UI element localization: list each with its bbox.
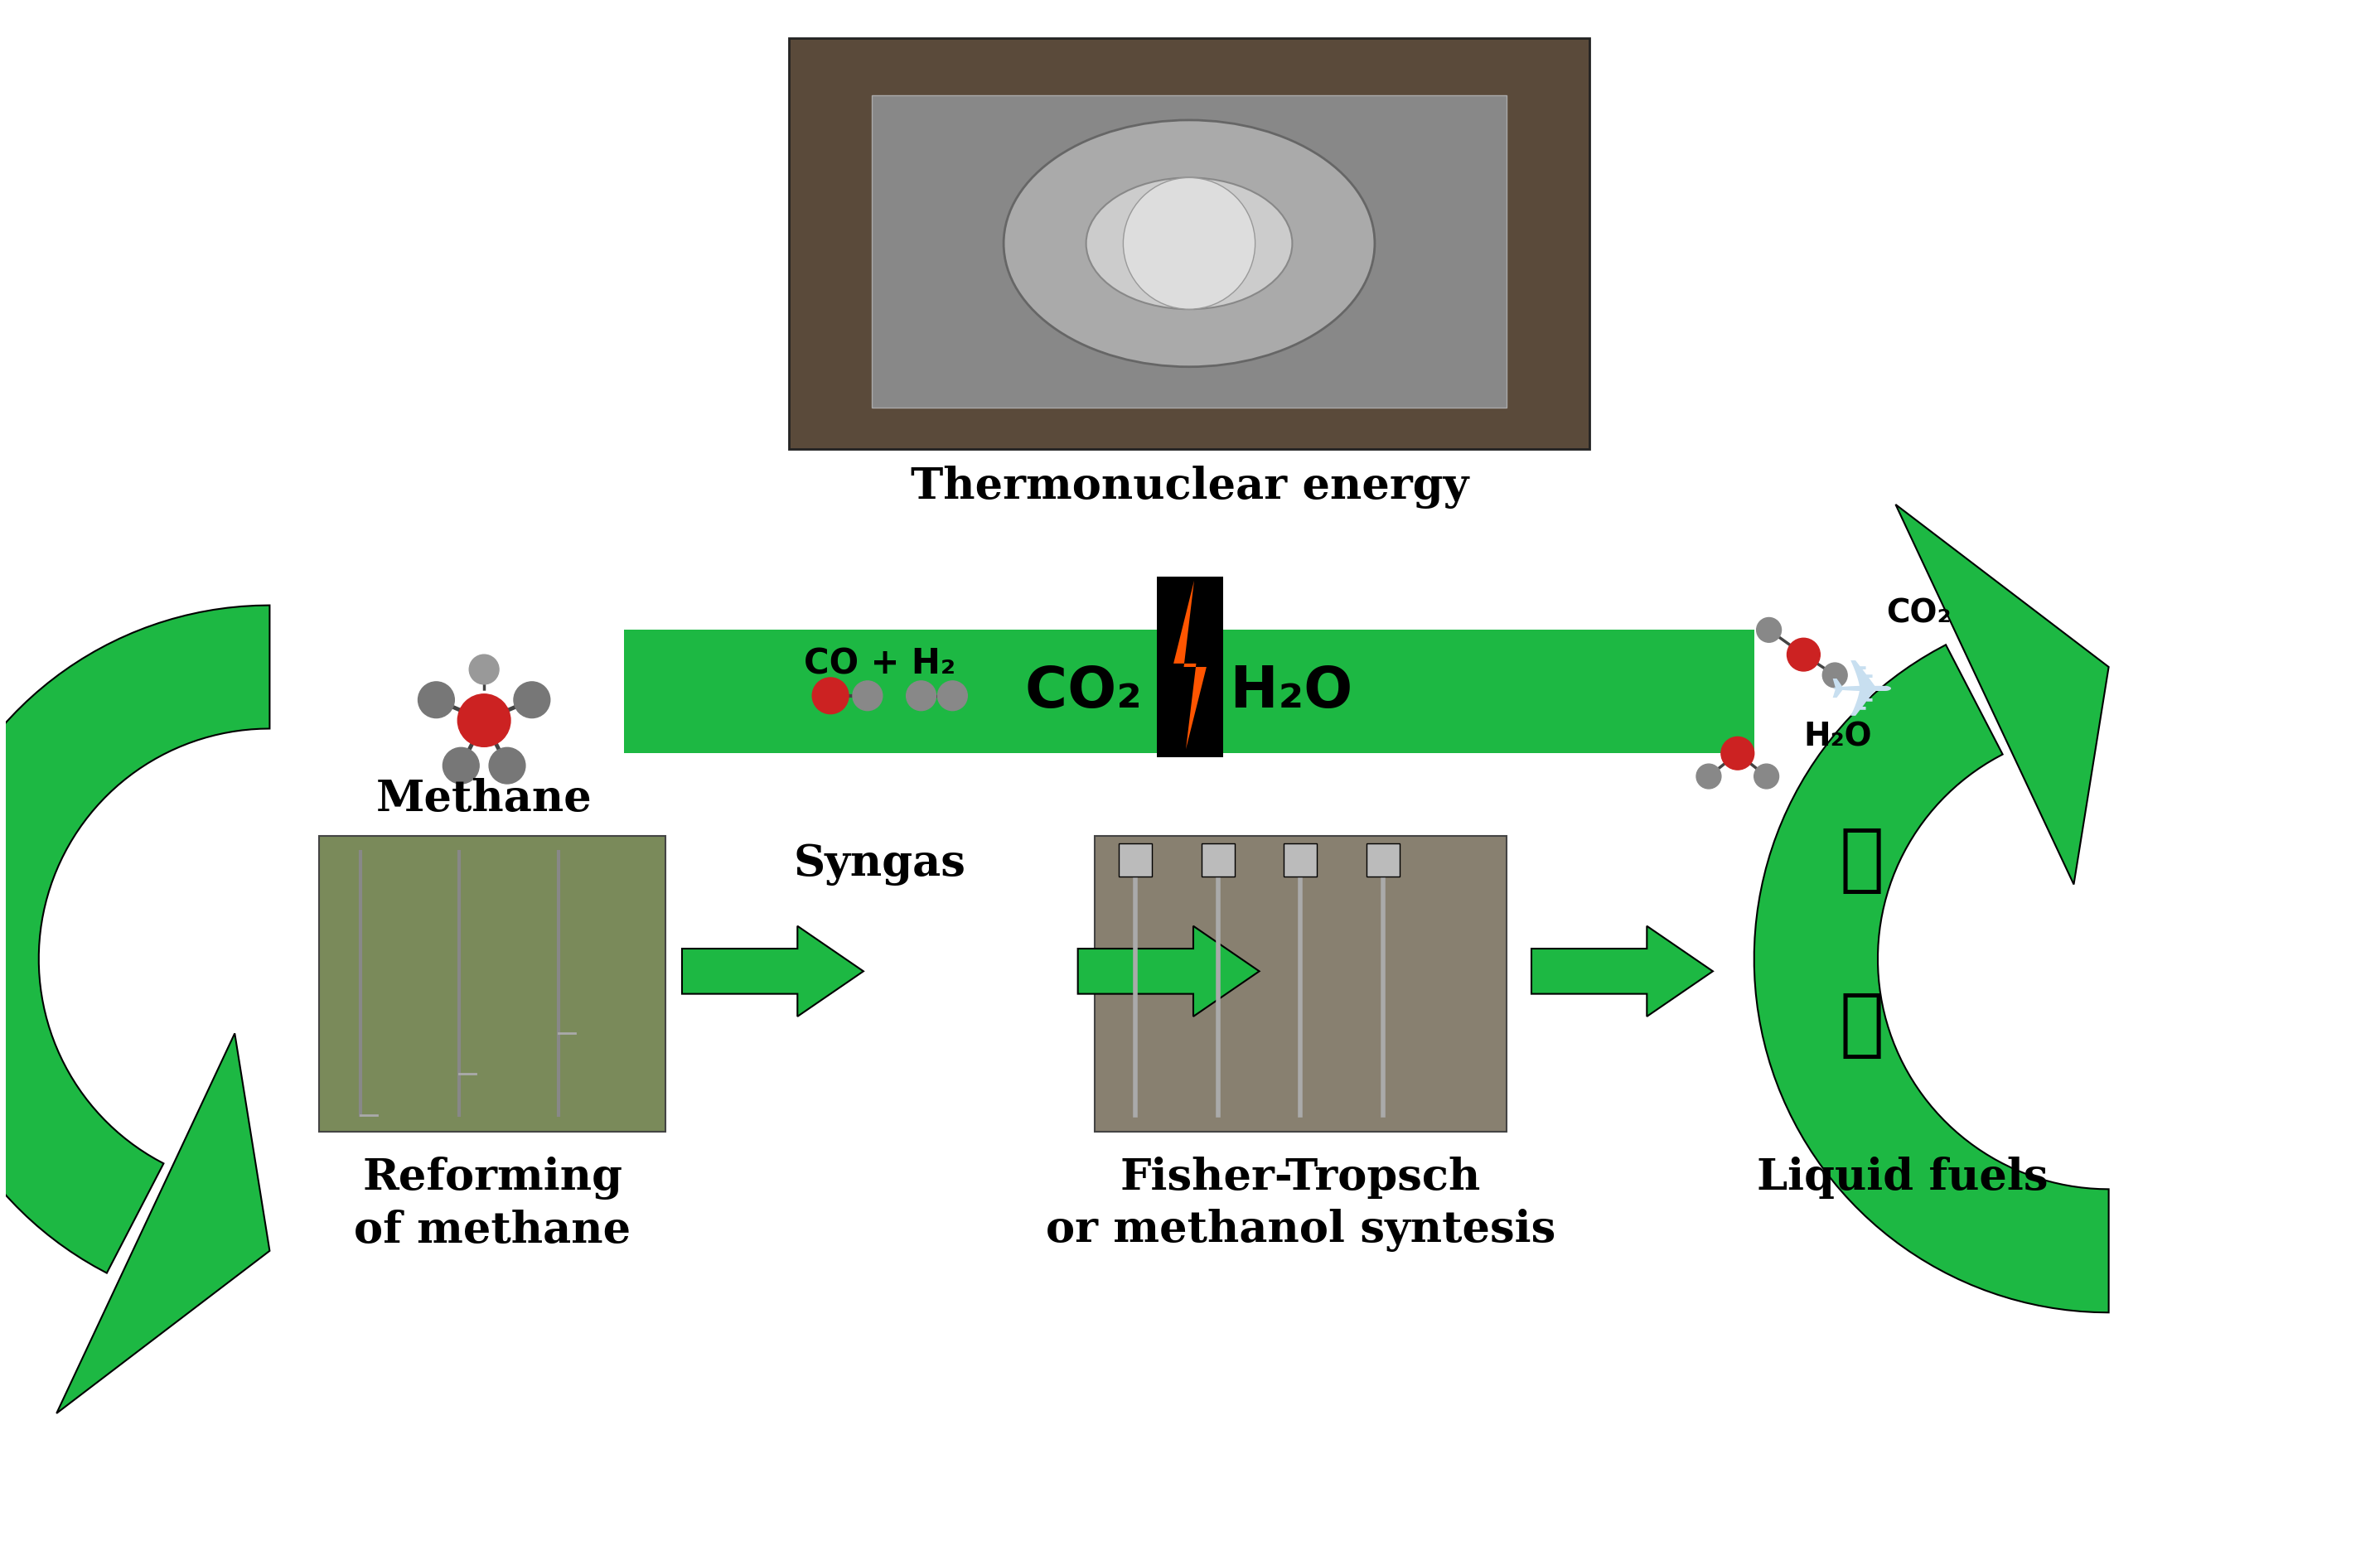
FancyBboxPatch shape: [1285, 844, 1316, 876]
Text: Syngas: Syngas: [795, 844, 966, 886]
Circle shape: [938, 681, 966, 711]
Circle shape: [852, 681, 883, 711]
Text: CO₂ + H₂O: CO₂ + H₂O: [1026, 664, 1352, 720]
FancyArrow shape: [1530, 926, 1714, 1017]
Text: Methane: Methane: [376, 778, 593, 820]
Circle shape: [419, 682, 455, 718]
Polygon shape: [57, 1033, 269, 1413]
Polygon shape: [1173, 581, 1207, 750]
Text: 🚗: 🚗: [1840, 988, 1883, 1061]
Polygon shape: [0, 606, 269, 1272]
Circle shape: [1787, 639, 1821, 671]
Text: Thermonuclear energy: Thermonuclear energy: [912, 465, 1468, 509]
FancyBboxPatch shape: [1202, 844, 1235, 876]
Circle shape: [457, 695, 509, 747]
Text: Fisher-Tropsch
or methanol syntesis: Fisher-Tropsch or methanol syntesis: [1045, 1157, 1557, 1252]
Circle shape: [907, 681, 935, 711]
Ellipse shape: [1004, 121, 1376, 366]
FancyBboxPatch shape: [1119, 844, 1152, 876]
Text: Reforming
of methane: Reforming of methane: [355, 1157, 631, 1252]
FancyBboxPatch shape: [1366, 844, 1399, 876]
Text: CO + H₂: CO + H₂: [804, 646, 957, 681]
Circle shape: [1697, 764, 1721, 789]
FancyBboxPatch shape: [1095, 836, 1507, 1131]
Circle shape: [514, 682, 550, 718]
Polygon shape: [1894, 504, 2109, 884]
FancyBboxPatch shape: [624, 631, 1754, 753]
Ellipse shape: [1085, 178, 1292, 310]
Text: 🚢: 🚢: [1840, 823, 1883, 897]
FancyArrow shape: [1078, 926, 1259, 1017]
FancyBboxPatch shape: [871, 95, 1507, 408]
Polygon shape: [1754, 645, 2109, 1313]
Circle shape: [1754, 764, 1778, 789]
FancyBboxPatch shape: [790, 38, 1590, 449]
FancyBboxPatch shape: [319, 836, 666, 1131]
Circle shape: [812, 678, 850, 714]
Text: H₂O: H₂O: [1804, 721, 1873, 753]
Text: ✈: ✈: [1828, 657, 1894, 734]
Text: CO₂: CO₂: [1885, 598, 1952, 629]
Circle shape: [469, 654, 500, 684]
FancyBboxPatch shape: [1157, 576, 1223, 757]
Circle shape: [1823, 664, 1847, 687]
FancyArrow shape: [683, 926, 864, 1017]
Circle shape: [1123, 178, 1254, 310]
Text: Liquid fuels: Liquid fuels: [1756, 1157, 2049, 1199]
Circle shape: [443, 748, 478, 784]
Circle shape: [1756, 618, 1780, 642]
Circle shape: [1721, 737, 1754, 770]
Circle shape: [488, 748, 526, 784]
